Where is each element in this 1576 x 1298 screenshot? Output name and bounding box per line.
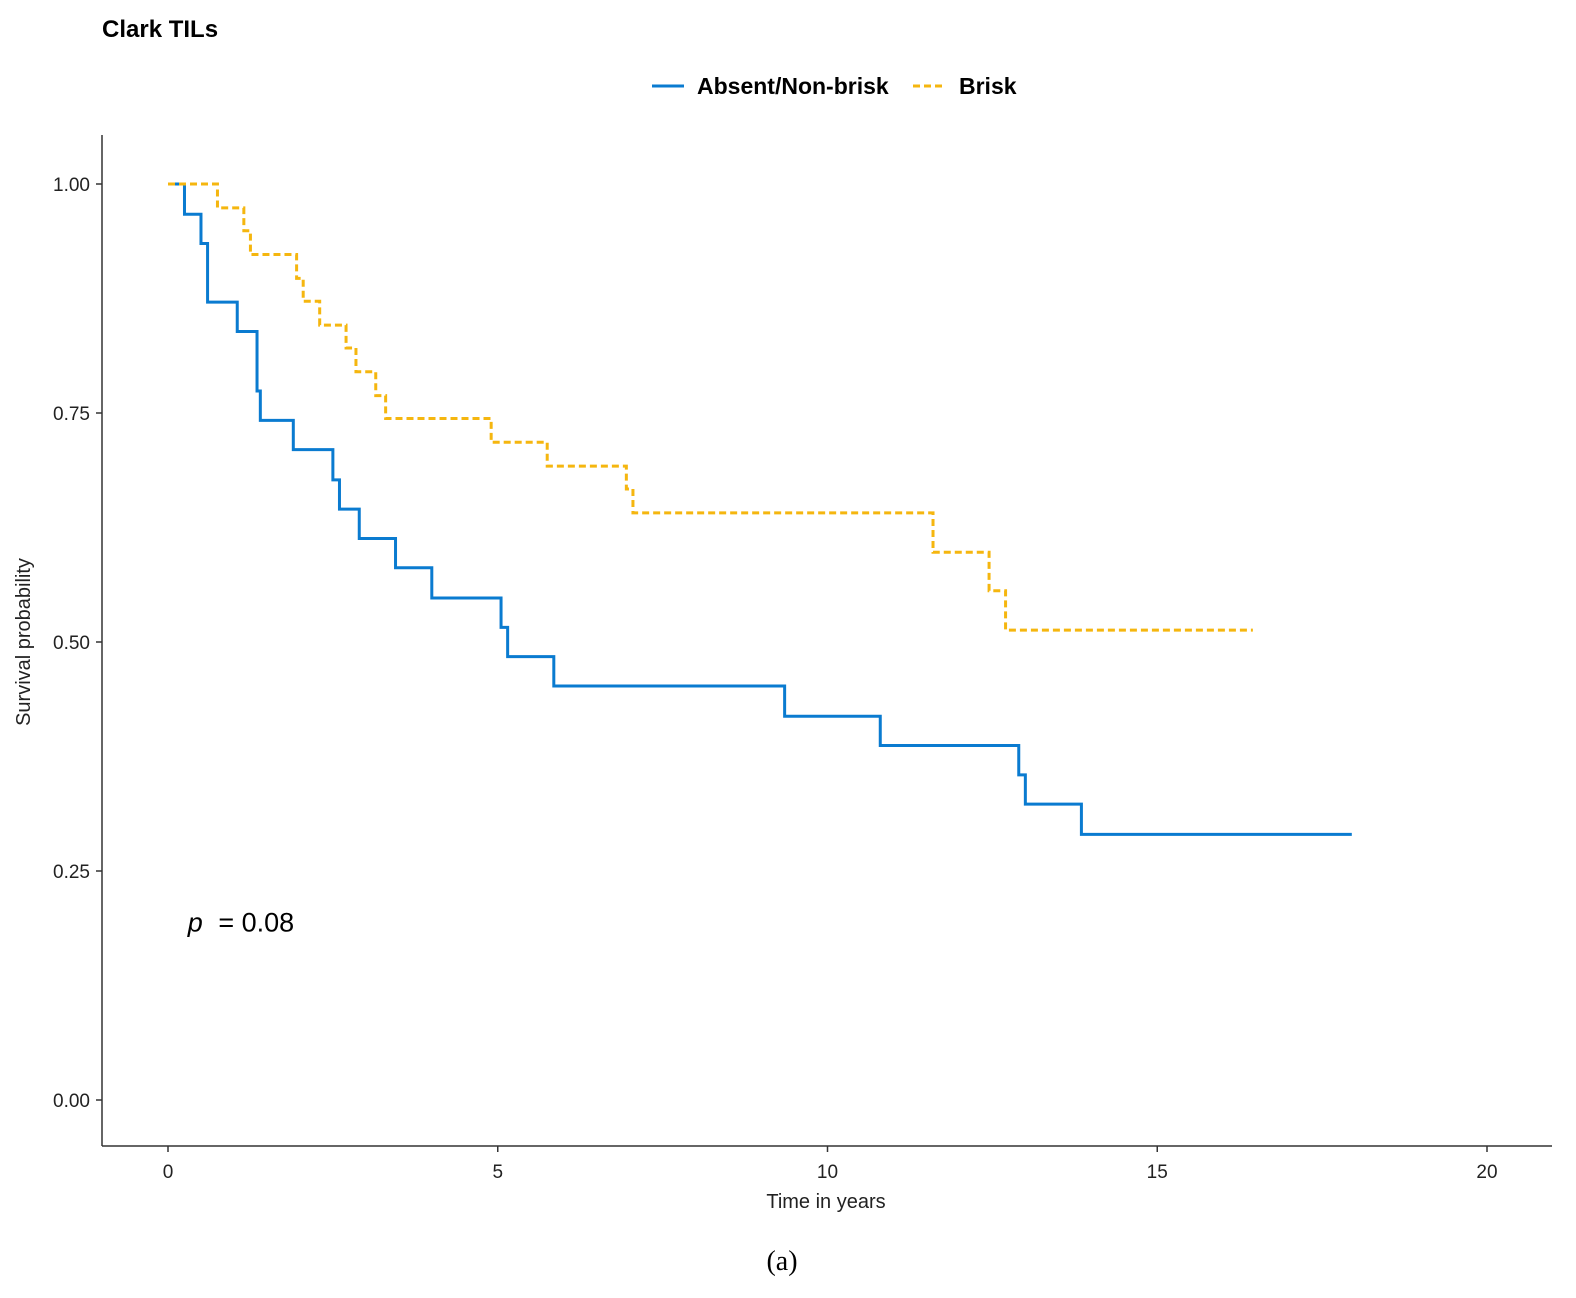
y-tick-label: 0.75 <box>53 404 90 425</box>
x-tick-label: 5 <box>492 1162 503 1183</box>
y-ticks: 0.00 0.25 0.50 0.75 1.00 <box>53 175 102 1112</box>
chart-title: Clark TILs <box>102 16 218 43</box>
x-tick-label: 20 <box>1476 1162 1497 1183</box>
legend: Absent/Non-brisk Brisk <box>652 73 1017 99</box>
x-tick-label: 15 <box>1147 1162 1168 1183</box>
y-tick-label: 0.00 <box>53 1091 90 1112</box>
x-tick-label: 10 <box>817 1162 838 1183</box>
series-line-absent-nonbrisk <box>168 182 1352 836</box>
p-value-text: = 0.08 <box>218 907 294 937</box>
series-line-brisk <box>168 182 1253 632</box>
x-axis-title: Time in years <box>766 1191 885 1213</box>
legend-label-brisk: Brisk <box>959 73 1017 99</box>
legend-label-absent-nonbrisk: Absent/Non-brisk <box>697 73 889 99</box>
series-group <box>168 182 1352 836</box>
y-tick-label: 1.00 <box>53 175 90 196</box>
x-tick-label: 0 <box>163 1162 174 1183</box>
axes <box>101 135 1552 1147</box>
y-axis-title: Survival probability <box>13 558 35 726</box>
p-value-annotation: p = 0.08 <box>187 907 294 937</box>
y-tick-label: 0.25 <box>53 862 90 883</box>
figure-caption: (a) <box>766 1246 797 1277</box>
p-value-symbol: p <box>187 907 203 937</box>
y-tick-label: 0.50 <box>53 633 90 654</box>
x-ticks: 0 5 10 15 20 <box>163 1146 1498 1183</box>
